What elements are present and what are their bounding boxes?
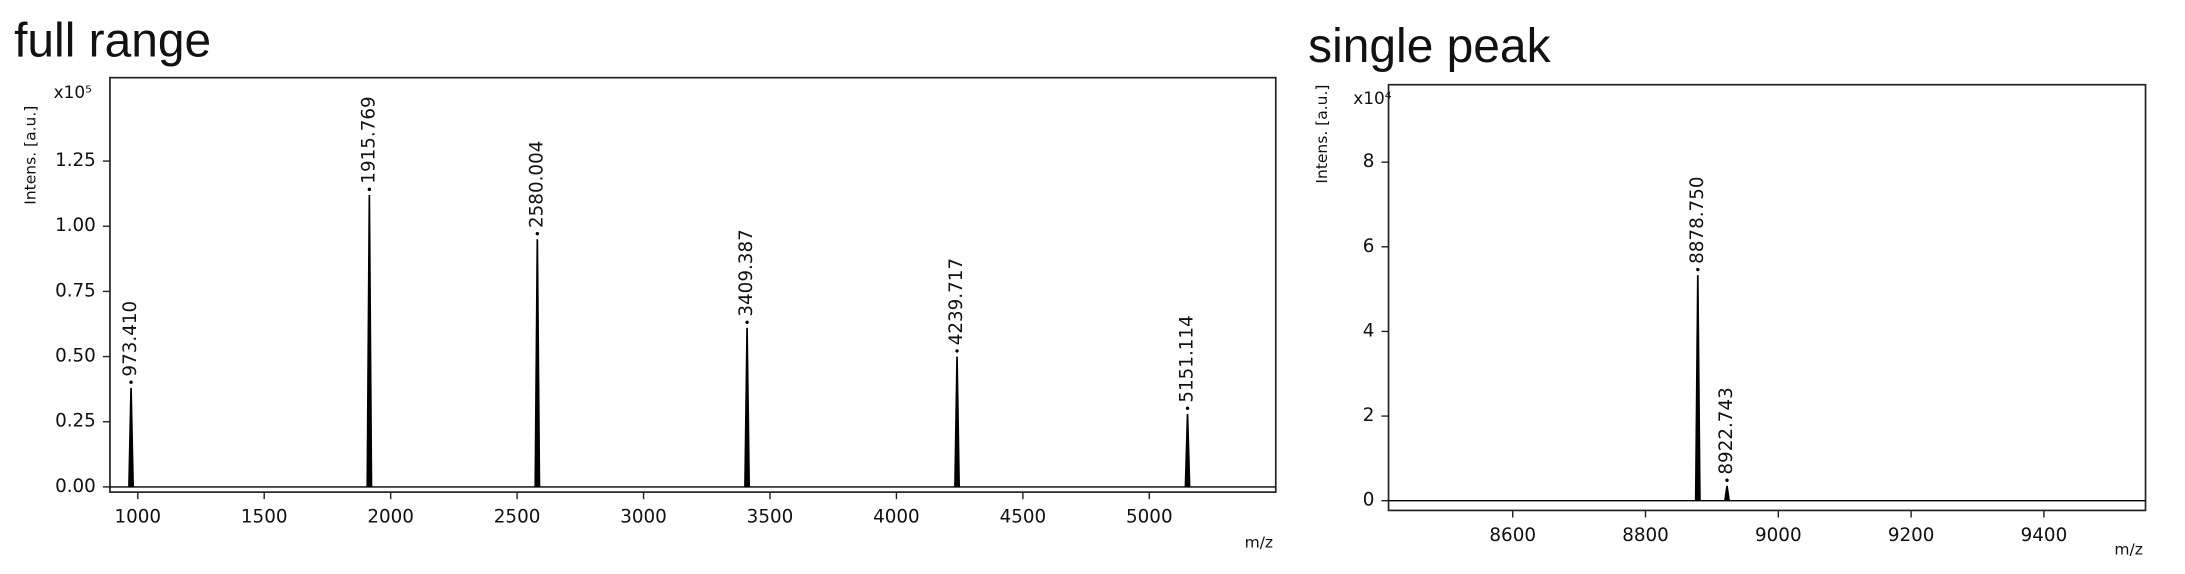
x-axis-label: m/z xyxy=(2114,540,2142,558)
peak xyxy=(366,194,373,487)
x-tick-label: 4500 xyxy=(1000,506,1047,527)
y-tick-label: 1.25 xyxy=(55,150,96,171)
peak-label: 973.410 xyxy=(120,301,141,377)
y-multiplier: x10⁵ xyxy=(54,82,92,102)
y-tick-label: 0 xyxy=(1363,490,1375,511)
x-tick-label: 2000 xyxy=(367,506,414,527)
peak xyxy=(1724,485,1730,501)
x-tick-label: 9000 xyxy=(1755,525,1802,546)
peak-dot xyxy=(745,320,749,324)
peak-label: 8922.743 xyxy=(1716,387,1737,474)
peak-label: 8878.750 xyxy=(1687,176,1708,263)
y-tick-label: 0.75 xyxy=(55,280,96,301)
peak-dot xyxy=(955,349,959,353)
peak-label: 5151.114 xyxy=(1177,315,1198,402)
peak-dot xyxy=(367,187,372,192)
peak-label: 2580.004 xyxy=(526,141,547,228)
chart-title: full range xyxy=(14,15,211,68)
x-tick-label: 2500 xyxy=(494,506,541,527)
peak-label: 1915.769 xyxy=(358,96,379,183)
peak-dot xyxy=(129,380,133,384)
peak-label: 4239.717 xyxy=(946,258,967,345)
y-tick-label: 6 xyxy=(1363,236,1375,257)
peak xyxy=(954,356,961,487)
peak-dot xyxy=(535,231,540,236)
chart-title: single peak xyxy=(1308,20,1551,73)
peak-dot xyxy=(1725,478,1729,482)
x-axis-label: m/z xyxy=(1245,533,1273,551)
x-tick-label: 9400 xyxy=(2021,525,2068,546)
x-tick-label: 9200 xyxy=(1888,525,1935,546)
x-tick-label: 4000 xyxy=(873,506,920,527)
x-tick-label: 5000 xyxy=(1126,506,1173,527)
x-tick-label: 1000 xyxy=(114,506,161,527)
x-tick-label: 8800 xyxy=(1622,525,1669,546)
y-tick-label: 4 xyxy=(1363,320,1375,341)
peak xyxy=(744,327,751,487)
x-tick-label: 3000 xyxy=(620,506,667,527)
y-tick-label: 1.00 xyxy=(55,215,96,236)
x-tick-label: 8600 xyxy=(1489,525,1536,546)
peak xyxy=(1184,413,1191,487)
x-tick-label: 3500 xyxy=(747,506,794,527)
peak xyxy=(128,387,135,487)
y-tick-label: 0.00 xyxy=(55,476,96,497)
y-tick-label: 0.25 xyxy=(55,411,96,432)
y-tick-label: 0.50 xyxy=(55,346,96,367)
y-axis-label: Intens. [a.u.] xyxy=(22,106,40,205)
peak-dot xyxy=(1185,406,1190,410)
peak-label: 3409.387 xyxy=(736,229,757,316)
plot-frame xyxy=(109,76,1277,493)
peak xyxy=(534,239,541,487)
plot-frame xyxy=(1387,83,2147,512)
y-multiplier: x10⁴ xyxy=(1353,88,1392,108)
y-axis-label: Intens. [a.u.] xyxy=(1313,85,1331,184)
y-tick-label: 8 xyxy=(1363,151,1375,172)
peak-dot xyxy=(1696,267,1700,272)
y-tick-label: 2 xyxy=(1363,405,1375,426)
peak xyxy=(1694,275,1701,501)
x-tick-label: 1500 xyxy=(241,506,288,527)
